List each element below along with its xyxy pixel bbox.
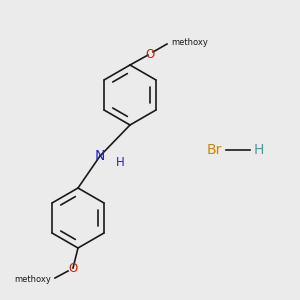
Text: O: O xyxy=(146,47,154,61)
Text: N: N xyxy=(95,149,105,163)
Text: methoxy: methoxy xyxy=(14,275,51,284)
Text: Br: Br xyxy=(207,143,222,157)
Text: O: O xyxy=(68,262,78,275)
Text: H: H xyxy=(116,155,124,169)
Text: H: H xyxy=(254,143,264,157)
Text: methoxy: methoxy xyxy=(171,38,208,46)
